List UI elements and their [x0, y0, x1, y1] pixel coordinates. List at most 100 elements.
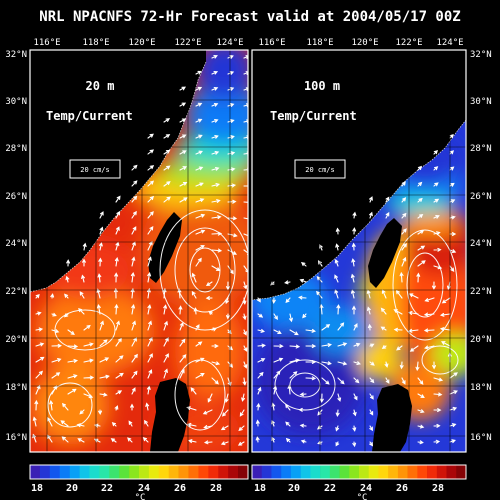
current-arrow — [396, 345, 403, 351]
current-arrow — [83, 393, 94, 399]
current-arrow — [243, 167, 248, 172]
current-arrow — [380, 307, 387, 315]
current-arrow — [114, 303, 119, 315]
current-arrow — [433, 392, 443, 397]
current-arrow — [243, 345, 248, 352]
colorbar-swatch — [300, 465, 311, 479]
current-arrow — [285, 421, 291, 427]
current-arrow — [242, 313, 247, 321]
current-arrow — [211, 134, 219, 139]
lat-label: 32°N — [470, 50, 492, 60]
current-arrow — [298, 407, 307, 412]
lat-label: 24°N — [5, 239, 27, 249]
lon-labels-right: 116°E 118°E 120°E 122°E 124°E — [258, 38, 463, 48]
lon-label: 122°E — [395, 38, 422, 48]
current-arrow — [195, 182, 204, 187]
colorbar-swatch — [310, 465, 321, 479]
current-arrow — [321, 324, 331, 331]
current-arrow — [335, 227, 340, 235]
coastline — [30, 61, 207, 293]
colorbar-swatch — [188, 465, 199, 479]
current-arrow — [257, 371, 264, 379]
current-arrow — [163, 165, 171, 171]
current-arrow — [96, 288, 101, 299]
current-arrow — [179, 197, 188, 203]
colorbar-swatch — [158, 465, 170, 479]
current-arrow — [353, 342, 361, 347]
colorbar-swatch — [456, 465, 467, 479]
current-arrow — [351, 258, 356, 267]
current-arrow — [188, 439, 197, 444]
current-arrow — [208, 310, 213, 315]
current-arrow — [336, 304, 341, 315]
current-arrow — [211, 377, 219, 385]
current-arrow — [131, 303, 136, 315]
current-arrow — [144, 419, 149, 427]
colorbar-swatch — [446, 465, 457, 479]
current-arrow — [417, 181, 423, 187]
current-arrow — [415, 361, 420, 372]
current-arrow — [380, 326, 387, 331]
current-arrow — [367, 323, 372, 331]
current-arrow — [131, 195, 138, 203]
current-arrow — [83, 375, 95, 380]
current-arrow — [35, 293, 40, 299]
current-arrow — [369, 377, 375, 384]
current-arrow — [369, 409, 374, 416]
current-arrow — [337, 377, 345, 385]
current-arrow — [243, 361, 248, 369]
land-taiwan — [148, 212, 182, 283]
current-arrow — [147, 320, 152, 331]
current-arrow — [111, 422, 117, 427]
lat-label: 26°N — [5, 192, 27, 202]
current-arrow — [163, 353, 169, 363]
temperature-field-100m — [252, 50, 466, 452]
current-arrow — [401, 228, 407, 235]
current-arrow — [417, 424, 425, 429]
field-label: Temp/Current — [270, 109, 357, 123]
current-arrow — [163, 304, 168, 315]
current-arrow — [449, 215, 456, 220]
current-arrow — [128, 420, 133, 427]
eddy-streamline — [174, 227, 236, 313]
map-panel-100m: 100 m Temp/Current 20 cm/s — [251, 49, 467, 453]
map-panel-20m: 20 m Temp/Current 20 cm/s — [29, 49, 249, 453]
colorbar-swatch — [329, 465, 340, 479]
current-arrow — [271, 297, 276, 304]
current-arrow — [131, 210, 137, 219]
current-arrow — [51, 372, 61, 379]
colorbar-swatch — [388, 465, 399, 479]
current-arrow — [321, 377, 330, 385]
lat-label: 28°N — [470, 144, 492, 154]
current-arrow — [179, 181, 188, 187]
current-arrow — [99, 374, 110, 379]
current-arrow — [35, 370, 44, 379]
eddy-streamline — [54, 309, 116, 351]
current-arrow — [99, 226, 104, 235]
current-arrow — [163, 196, 171, 203]
current-arrow — [449, 390, 458, 395]
current-arrow — [408, 293, 419, 299]
current-arrow — [211, 150, 220, 155]
current-arrow — [337, 342, 348, 347]
field-label: Temp/Current — [46, 109, 133, 123]
current-arrow — [211, 182, 221, 187]
lon-label: 116°E — [258, 38, 285, 48]
scale-vector-label: 20 cm/s — [80, 166, 110, 174]
panel-frame — [251, 49, 467, 453]
lat-label: 26°N — [470, 192, 492, 202]
current-arrow — [99, 320, 104, 331]
current-arrow — [115, 195, 121, 203]
current-arrow — [449, 406, 458, 411]
current-arrow — [146, 385, 151, 395]
current-arrow — [82, 258, 86, 267]
current-arrow — [32, 416, 37, 427]
current-arrow — [337, 393, 342, 402]
current-arrow — [243, 281, 248, 290]
current-arrow — [449, 232, 457, 237]
current-arrow — [47, 416, 53, 427]
current-arrow — [439, 327, 451, 332]
colorbar-swatch — [378, 465, 389, 479]
current-arrow — [381, 345, 387, 349]
current-arrow — [432, 361, 437, 370]
